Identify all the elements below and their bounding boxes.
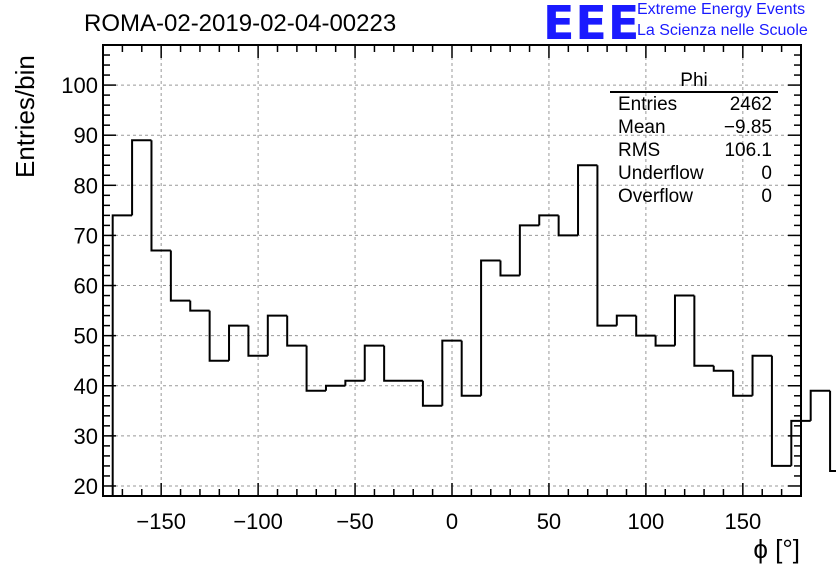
chart-title: ROMA-02-2019-02-04-00223 [84,10,397,37]
histogram-bin [305,345,326,392]
histogram-bin [673,294,695,346]
x-tick-label: −50 [336,509,373,534]
histogram-bin [169,250,191,302]
histogram-bin [111,214,133,496]
x-tick-label: −150 [136,509,186,534]
x-tick-label: 50 [537,509,561,534]
histogram-bin [829,390,836,472]
histogram-bin [460,340,482,397]
logo-line-1: Extreme Energy Events [637,1,806,18]
histogram-bin [208,310,230,362]
histogram-bin [421,380,443,407]
histogram-bin [770,355,792,467]
grid-lines [103,45,801,496]
histogram-bin [189,300,210,312]
histogram-bin [615,314,637,326]
histogram-bin [577,164,598,236]
histogram-bin [809,389,831,421]
stats-row-rms: RMS 106.1 [610,139,778,162]
histogram-bin [247,325,268,357]
stats-row-overflow: Overflow 0 [610,185,778,208]
tick-labels: −150 −100 −50 0 50 100 150 20 30 40 50 60 70 80 90 100 [61,73,761,534]
x-tick-label: 100 [628,509,665,534]
x-tick-label: 0 [446,509,458,534]
stats-box: Phi Entries 2462 Mean −9.85 RMS 106.1 Un… [610,70,778,208]
stats-row-underflow: Underflow 0 [610,162,778,185]
y-tick-label: 70 [74,223,98,248]
x-tick-label: −100 [233,509,283,534]
histogram-bin [441,339,462,406]
x-axis-label: ϕ [°] [753,534,800,564]
histogram-series [111,139,836,496]
histogram-bin [324,384,346,391]
stats-row-entries: Entries 2462 [610,93,778,116]
histogram-bin [557,215,579,237]
stat-label: Overflow [618,186,693,207]
histogram-bin [480,259,501,396]
histogram-bin [286,315,307,347]
histogram-bin [790,419,811,466]
stat-label: Mean [618,117,666,138]
axis-ticks [102,44,802,497]
histogram-bin [596,165,617,327]
histogram-bin [344,379,365,386]
histogram-bin [383,345,404,382]
y-tick-label: 90 [74,123,98,148]
stat-value: 0 [761,163,772,184]
histogram-bin [266,314,288,356]
stat-label: RMS [618,140,661,161]
histogram-bin [150,140,171,252]
histogram-bin [732,370,753,397]
histogram-bin [363,344,385,381]
stats-title: Phi [610,70,778,93]
stat-label: Underflow [618,163,704,184]
y-tick-label: 80 [74,173,98,198]
histogram-bin [131,139,152,216]
y-tick-label: 20 [74,474,98,499]
histogram-bin [751,354,772,396]
logo-line-2: La Scienza nelle Scuole [637,22,808,39]
histogram-bin [518,224,540,276]
x-tick-label: 150 [724,509,761,534]
stat-label: Entries [618,94,678,115]
y-tick-label: 60 [74,274,98,299]
histogram-bin [712,365,734,372]
stat-value: 0 [761,186,772,207]
histogram-bin [538,214,559,226]
eee-logo: EEE [543,0,641,50]
stats-row-mean: Mean −9.85 [610,116,778,139]
y-tick-label: 50 [74,324,98,349]
y-tick-label: 40 [74,374,98,399]
histogram-bin [635,315,656,337]
stat-value: −9.85 [723,117,772,138]
y-tick-label: 100 [61,73,98,98]
stat-value: 2462 [729,94,772,115]
histogram-bin [499,260,520,277]
histogram-bin [654,335,675,347]
histogram-bin [228,324,249,361]
histogram-bin [693,295,714,367]
y-tick-label: 30 [74,424,98,449]
stat-value: 106.1 [724,140,772,161]
